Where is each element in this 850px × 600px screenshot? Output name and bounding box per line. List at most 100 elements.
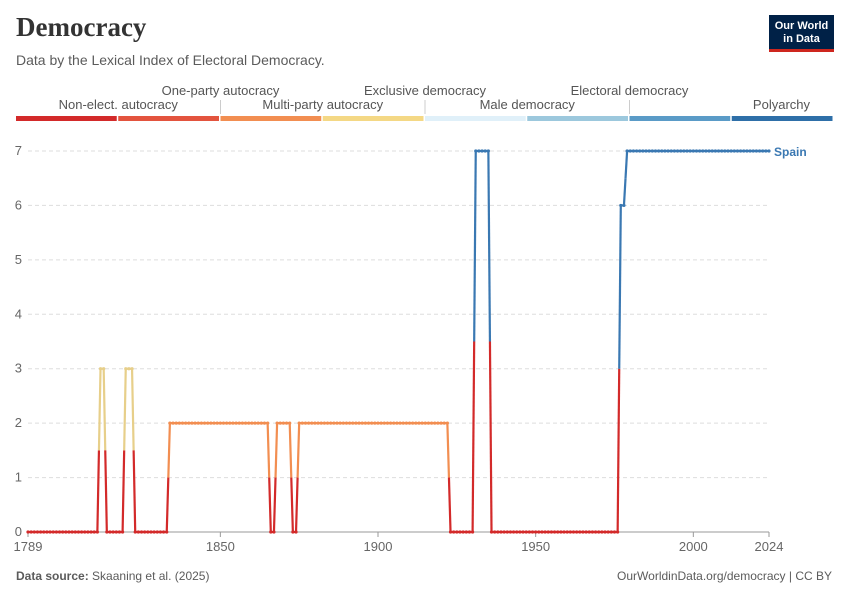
series-transition [487, 150, 492, 342]
data-point [133, 530, 137, 534]
data-point [751, 149, 755, 153]
data-point [117, 530, 122, 534]
data-point [136, 530, 140, 534]
data-point [338, 421, 342, 425]
data-point [325, 421, 330, 425]
data-point [212, 421, 216, 425]
data-point [764, 149, 768, 153]
data-point [95, 530, 99, 534]
series-transition [447, 477, 452, 533]
data-point [619, 203, 623, 208]
data-point [483, 149, 487, 153]
data-point [452, 530, 456, 534]
y-tick-label: 7 [15, 143, 22, 158]
legend-label: Exclusive democracy [364, 83, 487, 98]
data-point [171, 421, 175, 425]
data-point [499, 530, 503, 534]
y-tick-label: 1 [15, 470, 22, 485]
data-point [190, 421, 194, 425]
data-point [42, 530, 46, 534]
data-point [341, 421, 345, 425]
legend-label: Non-elect. autocracy [59, 97, 179, 112]
series-transition [616, 368, 621, 533]
data-point [130, 367, 134, 371]
footer-url[interactable]: OurWorldinData.org/democracy | CC BY [617, 569, 832, 583]
data-point [300, 421, 304, 425]
data-point [461, 530, 465, 534]
data-point [578, 530, 582, 534]
data-point [335, 421, 339, 425]
data-point [231, 421, 235, 425]
data-point [757, 149, 762, 153]
data-point [202, 421, 207, 425]
series-transition [266, 423, 271, 478]
data-point [704, 149, 708, 153]
data-point [565, 530, 569, 534]
data-point [146, 530, 150, 534]
legend-label: Polyarchy [753, 97, 811, 112]
y-tick-label: 5 [15, 252, 22, 267]
data-point [354, 421, 358, 425]
data-point [256, 421, 260, 425]
data-point [124, 367, 128, 371]
data-point [32, 530, 36, 534]
data-point [168, 421, 172, 425]
data-point [698, 149, 702, 153]
data-point [593, 530, 598, 534]
data-point [527, 530, 531, 534]
data-point [666, 149, 670, 153]
data-point [221, 421, 226, 425]
data-point [732, 149, 736, 153]
data-point [701, 149, 705, 153]
data-point [600, 530, 604, 534]
legend-swatch [629, 116, 731, 121]
data-point [98, 367, 103, 371]
legend-label: One-party autocracy [162, 83, 280, 98]
owid-logo[interactable]: Our World in Data [769, 15, 834, 52]
data-point [581, 530, 585, 534]
series-transition [622, 178, 627, 206]
data-point [319, 421, 323, 425]
data-point [35, 530, 40, 534]
data-point [193, 421, 197, 425]
data-point [54, 530, 58, 534]
data-point [376, 421, 380, 425]
data-point [48, 530, 52, 534]
data-point [540, 530, 544, 534]
data-point [493, 530, 497, 534]
data-source-text[interactable]: Skaaning et al. (2025) [92, 569, 210, 583]
data-point [455, 530, 459, 534]
data-point [508, 530, 513, 534]
data-point [206, 421, 210, 425]
data-point [660, 149, 664, 153]
data-point [294, 530, 298, 534]
data-point [549, 530, 554, 534]
data-point [177, 421, 181, 425]
data-point [67, 530, 71, 534]
legend-swatch [731, 116, 833, 121]
data-source-label: Data source: [16, 569, 89, 583]
data-point [515, 530, 519, 534]
data-point [184, 421, 188, 425]
data-point [688, 149, 692, 153]
data-point [612, 530, 617, 534]
data-point [218, 421, 222, 425]
data-point [458, 530, 462, 534]
data-point [552, 530, 557, 534]
series-transition [296, 423, 301, 478]
data-point [439, 421, 443, 425]
data-point [761, 149, 765, 153]
x-tick-label: 1850 [206, 539, 235, 554]
chart-title: Democracy [16, 12, 147, 42]
data-point [638, 149, 642, 153]
data-point [395, 421, 399, 425]
data-point [73, 530, 77, 534]
data-point [237, 421, 241, 425]
series-transition [471, 341, 476, 533]
data-point [562, 530, 566, 534]
data-point [414, 421, 418, 425]
series-transition [104, 450, 108, 533]
data-point [240, 421, 245, 425]
data-point [76, 530, 81, 534]
